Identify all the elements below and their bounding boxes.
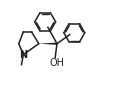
Text: OH: OH [49,58,64,68]
Polygon shape [38,43,56,45]
Text: N: N [19,50,27,60]
